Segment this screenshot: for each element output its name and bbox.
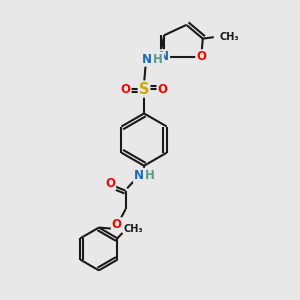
Text: H: H [145, 169, 154, 182]
Text: N: N [159, 50, 169, 63]
Text: O: O [105, 177, 115, 190]
Text: O: O [158, 82, 167, 96]
Text: S: S [139, 82, 149, 97]
Text: O: O [196, 50, 206, 63]
Text: CH₃: CH₃ [124, 224, 144, 234]
Text: N: N [142, 53, 152, 66]
Text: O: O [112, 218, 122, 231]
Text: CH₃: CH₃ [219, 32, 239, 42]
Text: O: O [121, 82, 130, 96]
Text: N: N [134, 169, 144, 182]
Text: H: H [153, 53, 163, 66]
